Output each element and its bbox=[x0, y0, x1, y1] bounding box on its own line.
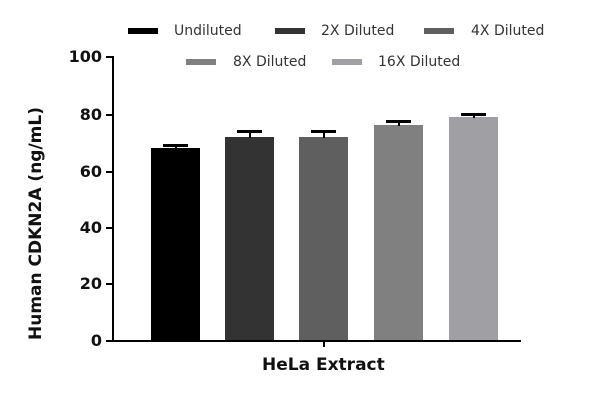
ytick-label-60: 60 bbox=[79, 162, 102, 181]
ytick-label-80: 80 bbox=[79, 105, 102, 124]
ytick-80 bbox=[106, 114, 112, 116]
error-bar-undiluted bbox=[175, 145, 177, 149]
error-cap-8x-diluted bbox=[386, 120, 411, 123]
ytick-label-20: 20 bbox=[79, 274, 102, 293]
legend-label-16x: 16X Diluted bbox=[378, 54, 461, 70]
legend-swatch-undiluted bbox=[128, 28, 158, 34]
error-cap-16x-diluted bbox=[461, 113, 486, 116]
error-bar-2x-diluted bbox=[249, 131, 251, 138]
legend-label-2x: 2X Diluted bbox=[321, 23, 395, 39]
error-bar-16x-diluted bbox=[473, 114, 475, 118]
legend-label-undiluted: Undiluted bbox=[174, 23, 242, 39]
ytick-label-100: 100 bbox=[68, 47, 102, 66]
ytick-label-40: 40 bbox=[79, 218, 102, 237]
legend-label-4x: 4X Diluted bbox=[471, 23, 545, 39]
ytick-label-0: 0 bbox=[90, 331, 102, 350]
legend-swatch-16x bbox=[332, 59, 362, 65]
legend-label-8x: 8X Diluted bbox=[233, 54, 307, 70]
ytick-0 bbox=[106, 340, 112, 342]
x-axis-label: HeLa Extract bbox=[262, 355, 385, 375]
y-axis-line bbox=[112, 56, 114, 342]
error-cap-undiluted bbox=[163, 144, 188, 147]
ytick-20 bbox=[106, 283, 112, 285]
ytick-60 bbox=[106, 171, 112, 173]
x-axis-line bbox=[112, 340, 521, 342]
legend-swatch-2x bbox=[275, 28, 305, 34]
legend-swatch-4x bbox=[424, 28, 454, 34]
bar-4x-diluted bbox=[299, 137, 348, 341]
bar-undiluted bbox=[151, 148, 200, 341]
y-axis-label: Human CDKN2A (ng/mL) bbox=[26, 107, 46, 340]
bar-8x-diluted bbox=[374, 125, 423, 341]
ytick-100 bbox=[106, 56, 112, 58]
error-bar-8x-diluted bbox=[398, 121, 400, 126]
bar-2x-diluted bbox=[225, 137, 274, 341]
error-cap-4x-diluted bbox=[311, 130, 336, 133]
bar-16x-diluted bbox=[449, 117, 498, 341]
error-bar-4x-diluted bbox=[323, 131, 325, 138]
ytick-40 bbox=[106, 227, 112, 229]
legend-swatch-8x bbox=[186, 59, 216, 65]
error-cap-2x-diluted bbox=[237, 130, 262, 133]
x-axis-tick bbox=[323, 341, 325, 347]
